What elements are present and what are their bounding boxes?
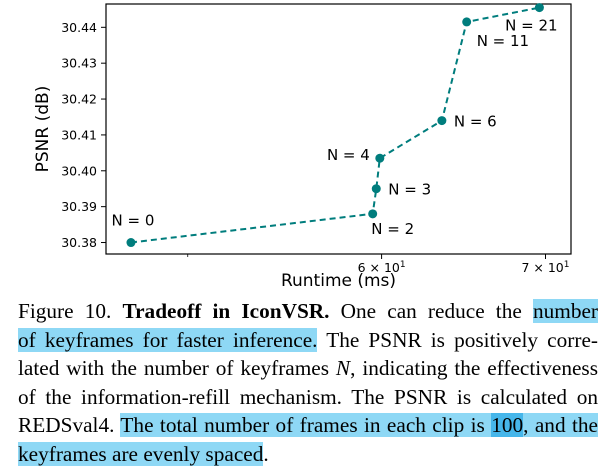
y-tick-label: 30.44 <box>61 20 97 35</box>
y-tick-label: 30.42 <box>61 92 97 107</box>
caption-text: The PSNR is positively corre- <box>317 327 598 352</box>
plot-frame <box>105 3 572 255</box>
data-label: N = 3 <box>388 181 431 199</box>
figure-caption: Figure 10. Tradeoff in IconVSR. One can … <box>18 297 599 468</box>
caption-text: lated with the number of keyframes <box>18 356 336 380</box>
caption-text: N <box>335 356 351 380</box>
data-point <box>437 116 447 126</box>
y-tick-label: 30.38 <box>61 235 97 250</box>
caption-text: Figure 10. <box>18 299 123 323</box>
chart-canvas: 30.38 30.39 30.40 30.41 30.42 30.43 30.44 6 × 1… <box>33 3 572 290</box>
data-label: N = 2 <box>371 220 414 238</box>
data-point <box>462 17 472 27</box>
data-label: N = 21 <box>505 17 557 35</box>
caption-line: REDSval4. The total number of frames in … <box>18 411 598 440</box>
caption-line: Figure 10. Tradeoff in IconVSR. One can … <box>18 297 599 326</box>
x-axis-label: Runtime (ms) <box>281 271 396 290</box>
data-point <box>368 209 378 219</box>
data-label: N = 4 <box>327 146 370 164</box>
y-tick-label: 30.43 <box>61 56 97 71</box>
x-tick-label: 7 × 101 <box>521 260 569 275</box>
caption-text: REDSval4. <box>18 413 121 437</box>
caption-text: , indicating the effectiveness <box>350 356 598 380</box>
highlighted-text: , and the <box>523 413 598 437</box>
y-axis-label: PSNR (dB) <box>33 86 53 173</box>
highlighted-text: number <box>532 299 599 323</box>
data-label: N = 11 <box>477 32 529 50</box>
y-tick-label: 30.41 <box>61 127 97 142</box>
caption-text: . <box>263 441 269 466</box>
highlighted-text: keyframes are evenly spaced <box>18 441 264 466</box>
highlighted-text: 100 <box>491 413 524 437</box>
data-label: N = 6 <box>454 113 497 131</box>
data-point <box>534 3 544 13</box>
highlighted-text: of keyframes for faster inference. <box>18 327 318 352</box>
data-point <box>126 238 136 248</box>
caption-line: of keyframes for faster inference. The P… <box>18 326 598 355</box>
y-tick-label: 30.40 <box>61 163 97 178</box>
caption-line: lated with the number of keyframes N, in… <box>18 354 598 383</box>
psnr-runtime-chart: 30.38 30.39 30.40 30.41 30.42 30.43 30.44 6 × 1… <box>33 3 572 290</box>
y-tick-label: 30.39 <box>61 199 97 214</box>
caption-line: of the information-refill mechanism. The… <box>18 383 598 412</box>
data-label: N = 0 <box>112 212 155 230</box>
x-tick-label: 6 × 101 <box>358 260 406 275</box>
data-point <box>371 184 381 194</box>
data-point <box>375 153 385 163</box>
highlighted-text: The total number of frames in each clip … <box>120 413 492 437</box>
caption-text: Tradeoff in IconVSR. <box>122 299 330 323</box>
caption-text: One can reduce the <box>329 299 533 323</box>
caption-text: of the information-refill mechanism. The… <box>18 384 598 409</box>
caption-line: keyframes are evenly spaced. <box>18 440 598 468</box>
